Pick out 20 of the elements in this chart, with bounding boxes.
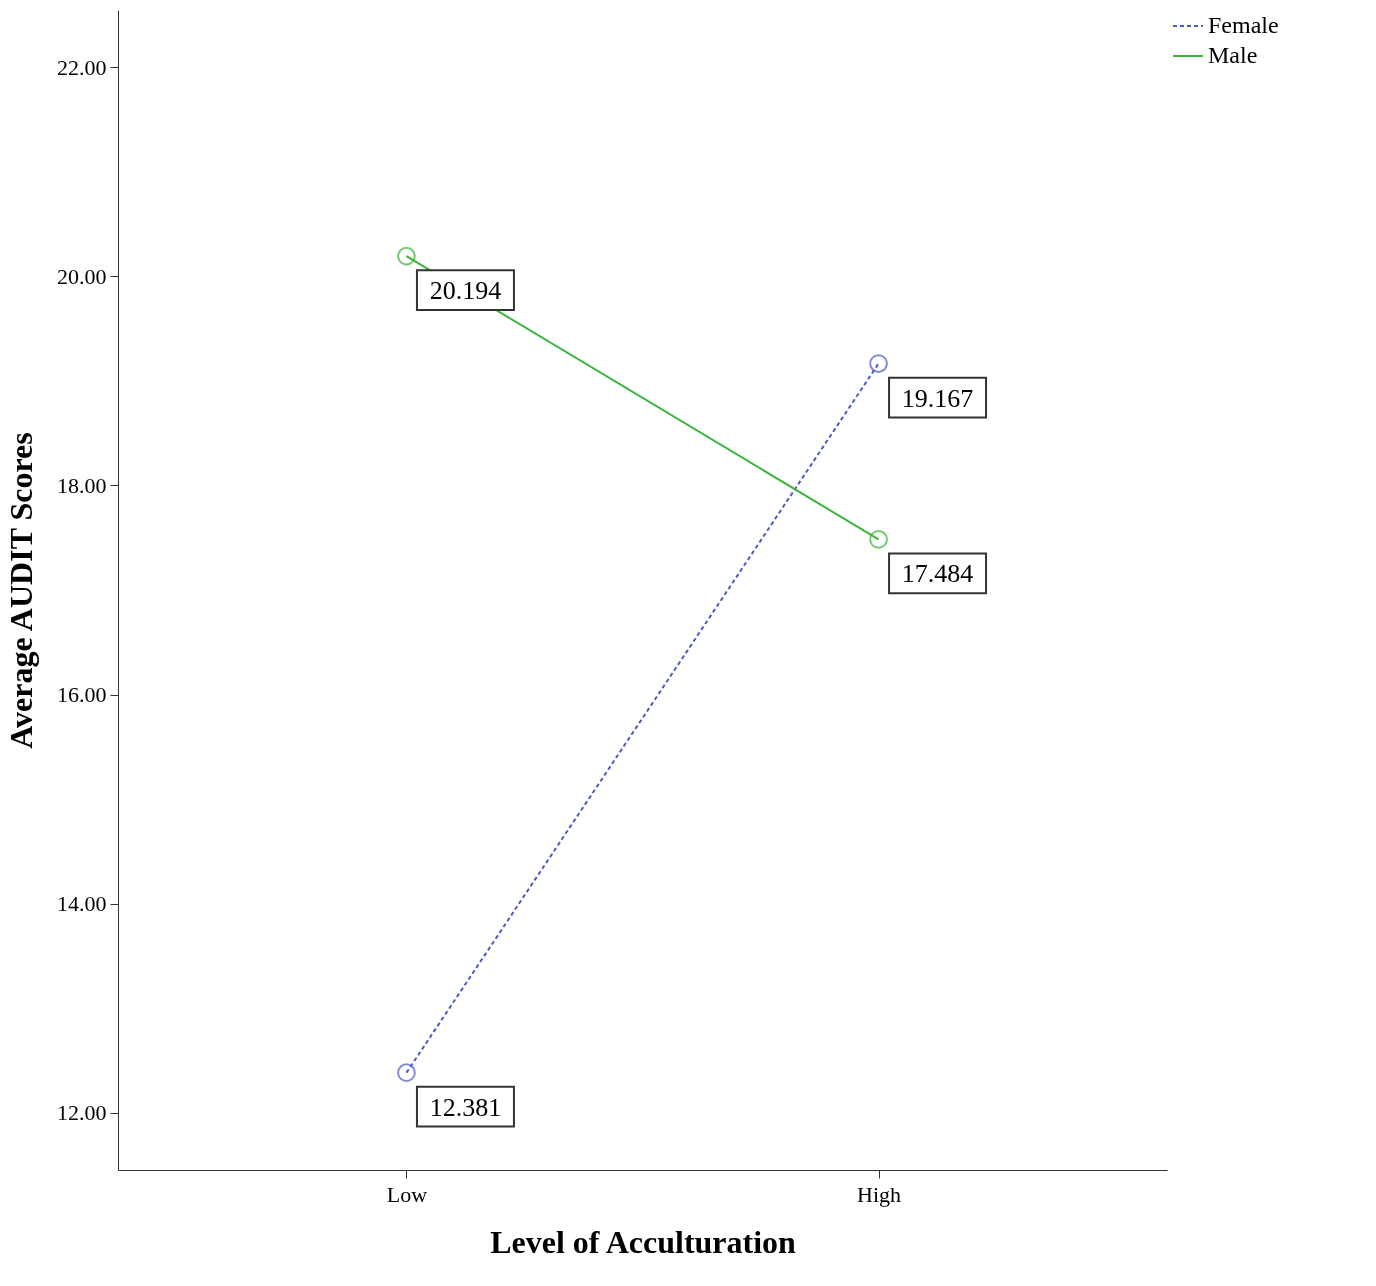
point bbox=[397, 1063, 416, 1083]
y-tick-label: 22.00 bbox=[57, 54, 107, 80]
legend-label: Male bbox=[1208, 42, 1258, 68]
x-tick-label: High bbox=[857, 1181, 902, 1207]
y-axis-title: Average AUDIT Scores bbox=[3, 432, 39, 749]
legend-label: Female bbox=[1208, 12, 1279, 38]
data-label: 12.381 bbox=[429, 1092, 502, 1122]
data-label: 20.194 bbox=[429, 276, 502, 306]
point bbox=[397, 246, 416, 266]
point bbox=[869, 354, 888, 373]
data-label: 19.167 bbox=[901, 383, 974, 413]
y-tick-label: 20.00 bbox=[57, 263, 107, 289]
y-tick-label: 14.00 bbox=[57, 891, 107, 917]
y-tick-label: 18.00 bbox=[57, 473, 107, 498]
x-axis-title: Level of Acculturation bbox=[490, 1223, 797, 1260]
data-label: 17.484 bbox=[901, 559, 974, 589]
point bbox=[869, 530, 888, 549]
y-tick-label: 12.00 bbox=[57, 1100, 107, 1126]
y-tick-label: 16.00 bbox=[57, 682, 107, 707]
x-tick-label: Low bbox=[386, 1181, 428, 1207]
